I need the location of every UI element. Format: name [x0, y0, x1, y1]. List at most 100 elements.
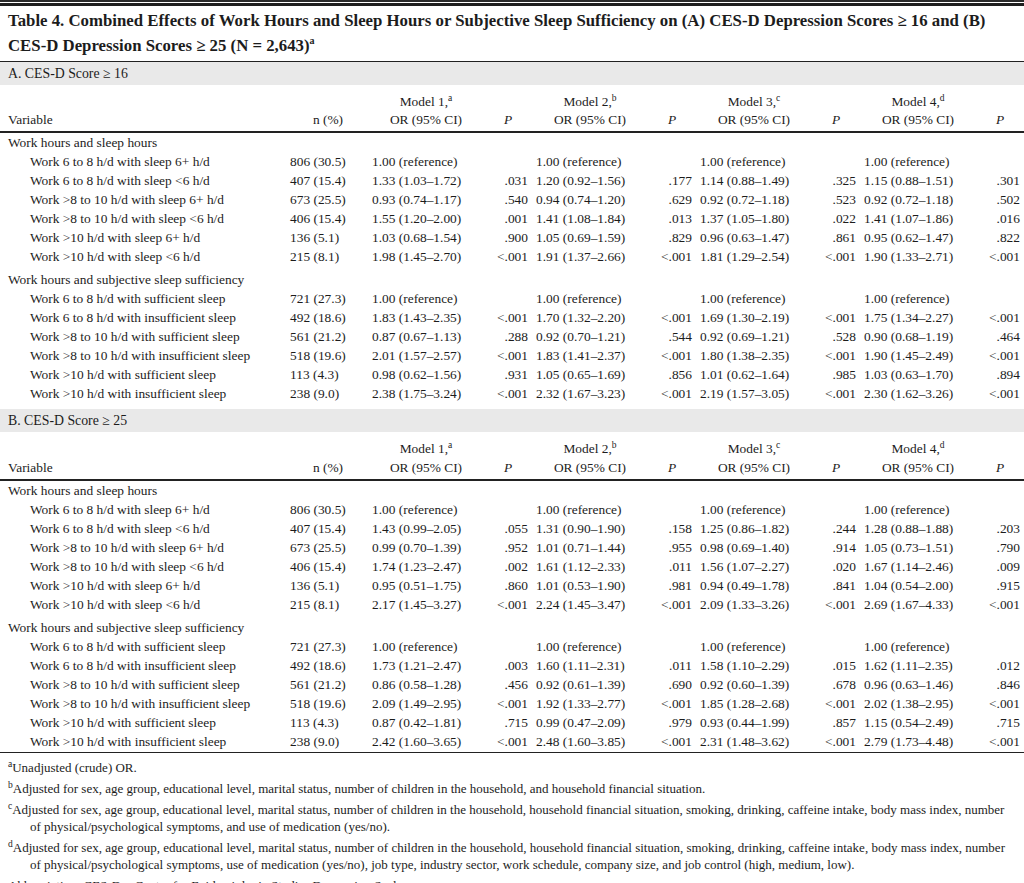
or-ci-cell: 1.90 (1.33–2.71)	[860, 247, 976, 266]
table-row: Work >8 to 10 h/d with sleep 6+ h/d673 (…	[0, 190, 1024, 209]
column-header-or: OR (95% CI)	[532, 459, 648, 480]
n-percent-cell: 406 (15.4)	[288, 557, 368, 576]
p-value-cell: .915	[976, 576, 1024, 595]
or-ci-cell: 0.92 (0.72–1.18)	[860, 190, 976, 209]
table-section: B. CES-D Score ≥ 25 Model 1,a Model 2,b …	[0, 409, 1024, 750]
or-ci-cell: 2.17 (1.45–3.27)	[368, 595, 484, 614]
p-value-cell: .544	[648, 327, 696, 346]
p-value-cell: .629	[648, 190, 696, 209]
p-value-cell: .020	[812, 557, 860, 576]
or-ci-cell: 0.99 (0.70–1.39)	[368, 538, 484, 557]
table-row: Work >8 to 10 h/d with insufficient slee…	[0, 346, 1024, 365]
table-row: Work 6 to 8 h/d with sleep <6 h/d407 (15…	[0, 519, 1024, 538]
n-percent-cell: 721 (27.3)	[288, 289, 368, 308]
n-percent-cell: 561 (21.2)	[288, 327, 368, 346]
variable-cell: Work 6 to 8 h/d with sleep 6+ h/d	[0, 152, 288, 171]
table-row: Work >10 h/d with sleep 6+ h/d136 (5.1)1…	[0, 228, 1024, 247]
or-ci-cell: 1.14 (0.88–1.49)	[696, 171, 812, 190]
or-ci-cell: 1.15 (0.54–2.49)	[860, 713, 976, 732]
or-ci-cell: 1.62 (1.11–2.35)	[860, 656, 976, 675]
or-ci-cell: 0.98 (0.69–1.40)	[696, 538, 812, 557]
n-percent-cell: 238 (9.0)	[288, 384, 368, 403]
paper-table-figure: Table 4. Combined Effects of Work Hours …	[0, 0, 1024, 883]
or-ci-cell: 2.01 (1.57–2.57)	[368, 346, 484, 365]
or-ci-cell: 1.73 (1.21–2.47)	[368, 656, 484, 675]
footnote-text: Unadjusted (crude) OR.	[12, 760, 137, 775]
or-ci-cell: 2.09 (1.49–2.95)	[368, 694, 484, 713]
variable-cell: Work >8 to 10 h/d with insufficient slee…	[0, 694, 288, 713]
or-ci-cell: 1.61 (1.12–2.33)	[532, 557, 648, 576]
or-ci-cell: 1.91 (1.37–2.66)	[532, 247, 648, 266]
p-value-cell	[976, 637, 1024, 656]
p-value-cell: .016	[976, 209, 1024, 228]
p-value-cell	[484, 152, 532, 171]
variable-cell: Work >10 h/d with sleep 6+ h/d	[0, 228, 288, 247]
or-ci-cell: 2.02 (1.38–2.95)	[860, 694, 976, 713]
or-ci-cell: 1.05 (0.65–1.69)	[532, 365, 648, 384]
p-value-cell: <.001	[484, 595, 532, 614]
or-ci-cell: 2.31 (1.48–3.62)	[696, 732, 812, 751]
p-value-cell: <.001	[484, 732, 532, 751]
model-3-header: Model 3,c	[696, 432, 812, 458]
p-value-cell	[648, 289, 696, 308]
or-ci-cell: 1.41 (1.08–1.84)	[532, 209, 648, 228]
n-percent-cell: 406 (15.4)	[288, 209, 368, 228]
p-value-cell	[976, 500, 1024, 519]
p-value-cell: .003	[484, 656, 532, 675]
p-value-cell: .955	[648, 538, 696, 557]
or-ci-cell: 2.19 (1.57–3.05)	[696, 384, 812, 403]
or-ci-cell: 2.69 (1.67–4.33)	[860, 595, 976, 614]
or-ci-cell: 0.87 (0.67–1.13)	[368, 327, 484, 346]
p-value-cell: <.001	[484, 694, 532, 713]
or-ci-cell: 1.01 (0.53–1.90)	[532, 576, 648, 595]
column-header-or: OR (95% CI)	[696, 459, 812, 480]
p-value-cell: <.001	[812, 247, 860, 266]
table-row: Work >8 to 10 h/d with sufficient sleep5…	[0, 327, 1024, 346]
p-value-cell: <.001	[976, 308, 1024, 327]
p-value-cell: .015	[812, 656, 860, 675]
table-row: Work >10 h/d with sufficient sleep113 (4…	[0, 713, 1024, 732]
group-row: Work hours and subjective sleep sufficie…	[0, 614, 1024, 637]
footnote-text: Adjusted for sex, age group, educational…	[13, 781, 705, 796]
or-ci-cell: 2.79 (1.73–4.48)	[860, 732, 976, 751]
or-ci-cell: 1.67 (1.14–2.46)	[860, 557, 976, 576]
p-value-cell: <.001	[812, 595, 860, 614]
variable-cell: Work 6 to 8 h/d with sufficient sleep	[0, 637, 288, 656]
group-row: Work hours and sleep hours	[0, 132, 1024, 152]
or-ci-cell: 1.00 (reference)	[860, 500, 976, 519]
or-ci-cell: 0.98 (0.62–1.56)	[368, 365, 484, 384]
p-value-cell: <.001	[812, 732, 860, 751]
n-percent-cell: 673 (25.5)	[288, 190, 368, 209]
column-header-or: OR (95% CI)	[696, 111, 812, 132]
or-ci-cell: 1.75 (1.34–2.27)	[860, 308, 976, 327]
p-value-cell: <.001	[812, 308, 860, 327]
n-percent-cell: 215 (8.1)	[288, 595, 368, 614]
or-ci-cell: 0.96 (0.63–1.47)	[696, 228, 812, 247]
p-value-cell: .055	[484, 519, 532, 538]
or-ci-cell: 1.00 (reference)	[696, 500, 812, 519]
p-value-cell: .540	[484, 190, 532, 209]
p-value-cell	[976, 289, 1024, 308]
or-ci-cell: 2.42 (1.60–3.65)	[368, 732, 484, 751]
variable-cell: Work 6 to 8 h/d with sleep 6+ h/d	[0, 500, 288, 519]
variable-cell: Work >10 h/d with sleep 6+ h/d	[0, 576, 288, 595]
variable-cell: Work 6 to 8 h/d with sufficient sleep	[0, 289, 288, 308]
or-ci-cell: 1.00 (reference)	[368, 289, 484, 308]
p-value-cell: .861	[812, 228, 860, 247]
or-ci-cell: 2.09 (1.33–3.26)	[696, 595, 812, 614]
or-ci-cell: 1.74 (1.23–2.47)	[368, 557, 484, 576]
table-row: Work 6 to 8 h/d with sleep 6+ h/d806 (30…	[0, 500, 1024, 519]
column-header-or: OR (95% CI)	[368, 111, 484, 132]
p-value-cell	[648, 637, 696, 656]
or-ci-cell: 1.83 (1.41–2.37)	[532, 346, 648, 365]
or-ci-cell: 1.25 (0.86–1.82)	[696, 519, 812, 538]
p-value-cell: .011	[648, 557, 696, 576]
column-header-or: OR (95% CI)	[860, 459, 976, 480]
column-header-p: P	[484, 111, 532, 132]
data-table: Model 1,a Model 2,b Model 3,c Model 4,d …	[0, 432, 1024, 750]
or-ci-cell: 1.69 (1.30–2.19)	[696, 308, 812, 327]
or-ci-cell: 0.92 (0.69–1.21)	[696, 327, 812, 346]
or-ci-cell: 1.58 (1.10–2.29)	[696, 656, 812, 675]
or-ci-cell: 0.94 (0.49–1.78)	[696, 576, 812, 595]
p-value-cell: .790	[976, 538, 1024, 557]
